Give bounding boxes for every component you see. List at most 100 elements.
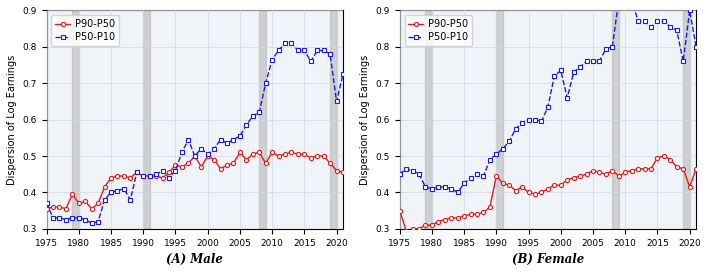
- P90-P50: [647, 167, 655, 170]
- P90-P50: [550, 183, 559, 187]
- P50-P10: [139, 174, 147, 178]
- P90-P50: [55, 205, 64, 209]
- P90-P50: [68, 192, 77, 196]
- P50-P10: [511, 127, 520, 130]
- P50-P10: [339, 73, 347, 76]
- P50-P10: [479, 174, 488, 178]
- P90-P50: [557, 183, 565, 187]
- P90-P50: [184, 162, 193, 165]
- P50-P10: [133, 171, 141, 174]
- P90-P50: [486, 205, 494, 209]
- Y-axis label: Dispersion of Log Earnings: Dispersion of Log Earnings: [360, 55, 370, 185]
- Legend: P90-P50, P50-P10: P90-P50, P50-P10: [405, 15, 472, 46]
- P50-P10: [249, 114, 257, 118]
- P90-P50: [640, 167, 649, 170]
- P50-P10: [659, 20, 668, 23]
- P90-P50: [511, 189, 520, 192]
- P90-P50: [171, 164, 179, 167]
- P50-P10: [49, 216, 57, 219]
- P90-P50: [139, 174, 147, 178]
- P90-P50: [152, 174, 160, 178]
- P50-P10: [94, 220, 102, 223]
- P50-P10: [627, 0, 636, 1]
- P50-P10: [434, 185, 442, 189]
- P50-P10: [68, 216, 77, 219]
- P90-P50: [81, 200, 89, 203]
- P50-P10: [544, 105, 552, 108]
- P50-P10: [101, 198, 109, 201]
- P50-P10: [197, 147, 206, 150]
- P90-P50: [473, 213, 481, 216]
- P50-P10: [576, 65, 584, 69]
- P50-P10: [255, 111, 264, 114]
- P50-P10: [415, 173, 423, 176]
- Bar: [613, 10, 619, 229]
- P50-P10: [274, 49, 283, 52]
- P50-P10: [421, 185, 430, 189]
- P50-P10: [210, 147, 218, 150]
- P50-P10: [242, 123, 250, 127]
- P90-P50: [120, 174, 128, 178]
- P50-P10: [505, 140, 513, 143]
- P90-P50: [415, 227, 423, 230]
- P50-P10: [640, 20, 649, 23]
- P50-P10: [158, 169, 167, 172]
- P90-P50: [107, 176, 116, 179]
- P90-P50: [531, 192, 540, 196]
- P90-P50: [428, 224, 436, 227]
- P90-P50: [434, 220, 442, 223]
- Line: P90-P50: P90-P50: [45, 150, 345, 211]
- P50-P10: [229, 138, 238, 141]
- P50-P10: [235, 134, 244, 138]
- Line: P90-P50: P90-P50: [398, 154, 698, 233]
- P90-P50: [615, 174, 623, 178]
- P90-P50: [447, 216, 455, 219]
- Bar: [72, 10, 79, 229]
- P50-P10: [326, 52, 335, 56]
- P50-P10: [313, 49, 321, 52]
- X-axis label: (A) Male: (A) Male: [167, 253, 223, 266]
- P90-P50: [306, 156, 315, 159]
- P50-P10: [647, 25, 655, 28]
- P50-P10: [191, 154, 199, 158]
- P50-P10: [396, 173, 404, 176]
- P90-P50: [216, 167, 225, 170]
- P50-P10: [43, 202, 51, 205]
- P90-P50: [544, 187, 552, 190]
- P90-P50: [62, 207, 70, 210]
- P50-P10: [447, 187, 455, 190]
- P90-P50: [339, 171, 347, 174]
- P50-P10: [178, 151, 186, 154]
- P90-P50: [300, 153, 308, 156]
- P50-P10: [653, 20, 661, 23]
- P50-P10: [679, 60, 688, 63]
- P90-P50: [408, 227, 417, 230]
- P90-P50: [94, 202, 102, 205]
- P90-P50: [49, 205, 57, 209]
- P50-P10: [268, 58, 277, 61]
- Bar: [143, 10, 150, 229]
- P90-P50: [421, 224, 430, 227]
- P50-P10: [402, 167, 411, 170]
- P50-P10: [666, 25, 674, 28]
- Line: P50-P10: P50-P10: [44, 41, 345, 226]
- P50-P10: [300, 49, 308, 52]
- P90-P50: [281, 153, 289, 156]
- P90-P50: [582, 173, 591, 176]
- P50-P10: [164, 176, 173, 179]
- P50-P10: [126, 198, 135, 201]
- P50-P10: [74, 216, 83, 219]
- P50-P10: [692, 45, 700, 49]
- P50-P10: [550, 74, 559, 78]
- P50-P10: [467, 176, 475, 179]
- P90-P50: [158, 176, 167, 179]
- P90-P50: [666, 158, 674, 161]
- P50-P10: [203, 153, 212, 156]
- P50-P10: [473, 173, 481, 176]
- P90-P50: [333, 169, 341, 172]
- P90-P50: [653, 156, 661, 159]
- P50-P10: [595, 60, 603, 63]
- P50-P10: [537, 120, 546, 123]
- P50-P10: [262, 82, 270, 85]
- P90-P50: [223, 164, 231, 167]
